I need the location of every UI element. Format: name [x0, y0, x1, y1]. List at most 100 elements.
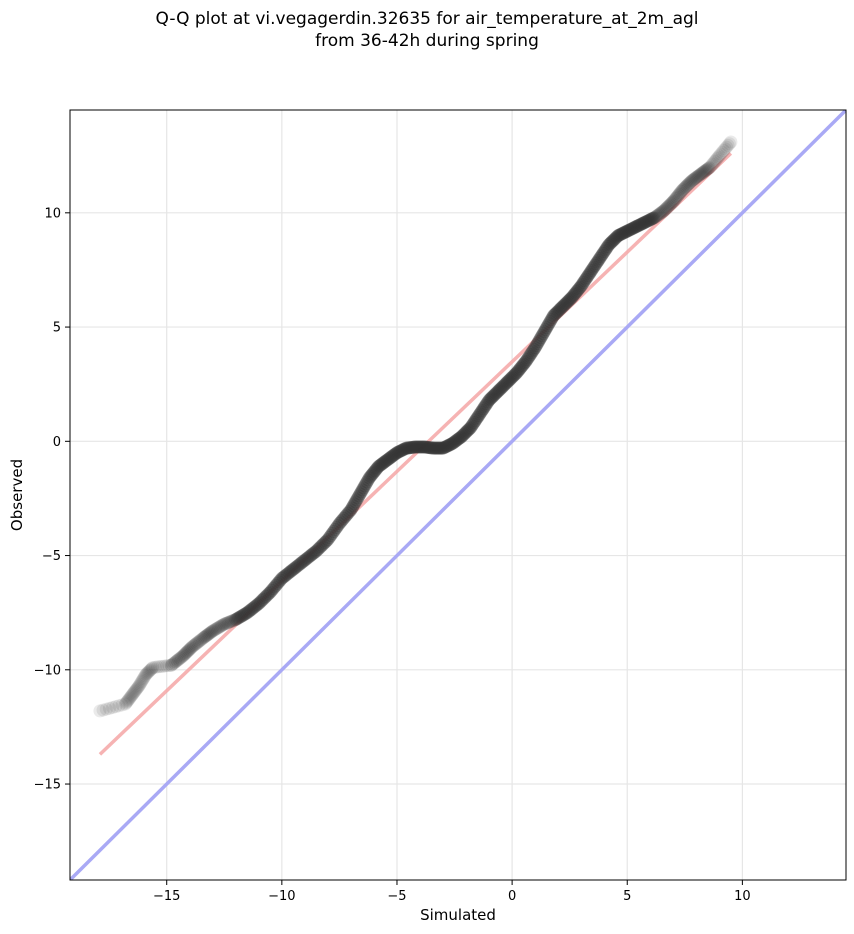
data-point — [408, 440, 422, 454]
data-point — [224, 614, 238, 628]
data-point — [358, 479, 372, 493]
data-point — [314, 540, 328, 554]
data-point — [399, 441, 413, 455]
data-point — [308, 545, 322, 559]
data-point — [479, 398, 493, 412]
data-point — [587, 260, 601, 274]
data-point — [407, 440, 421, 454]
data-point — [176, 649, 190, 663]
data-point — [544, 313, 558, 327]
data-point — [230, 612, 244, 626]
y-tick-label: −5 — [42, 549, 61, 564]
data-point — [292, 558, 306, 572]
data-point — [665, 196, 679, 210]
data-point — [586, 262, 600, 276]
data-point — [648, 210, 662, 224]
data-point — [717, 144, 731, 158]
data-point — [498, 377, 512, 391]
data-point — [302, 550, 316, 564]
data-point — [643, 213, 657, 227]
data-point — [659, 201, 673, 215]
data-point — [525, 346, 539, 360]
data-point — [640, 214, 654, 228]
data-point — [649, 210, 663, 224]
data-point — [712, 149, 726, 163]
data-point — [663, 198, 677, 212]
data-point — [135, 675, 149, 689]
data-point — [387, 448, 401, 462]
data-point — [393, 444, 407, 458]
data-point — [384, 450, 398, 464]
data-point — [507, 368, 521, 382]
data-point — [212, 621, 226, 635]
data-point — [686, 173, 700, 187]
data-point — [184, 641, 198, 655]
data-point — [352, 489, 366, 503]
data-point — [499, 376, 513, 390]
x-tick-label: −15 — [153, 889, 180, 904]
data-point — [568, 286, 582, 300]
data-point — [650, 209, 664, 223]
data-point — [710, 152, 724, 166]
data-point — [232, 611, 246, 625]
data-point — [357, 481, 371, 495]
data-point — [109, 700, 123, 714]
data-point — [178, 647, 192, 661]
data-point — [572, 282, 586, 296]
data-point — [677, 182, 691, 196]
data-point — [693, 168, 707, 182]
data-point — [411, 440, 425, 454]
data-point — [383, 451, 397, 465]
data-point — [574, 279, 588, 293]
data-point — [501, 375, 515, 389]
data-point — [528, 341, 542, 355]
data-point — [401, 441, 415, 455]
data-point — [511, 364, 525, 378]
data-point — [562, 294, 576, 308]
data-point — [449, 434, 463, 448]
data-point — [361, 473, 375, 487]
data-point — [153, 660, 167, 674]
data-point — [435, 441, 449, 455]
data-point — [324, 529, 338, 543]
data-point — [628, 220, 642, 234]
data-point — [351, 491, 365, 505]
data-point — [131, 680, 145, 694]
data-point — [699, 164, 713, 178]
data-point — [145, 661, 159, 675]
data-point — [398, 442, 412, 456]
data-point — [122, 692, 136, 706]
data-point — [687, 172, 701, 186]
data-point — [347, 497, 361, 511]
data-point — [559, 296, 573, 310]
data-point — [566, 289, 580, 303]
data-point — [644, 212, 658, 226]
data-point — [585, 264, 599, 278]
data-point — [541, 319, 555, 333]
data-point — [467, 415, 481, 429]
data-point — [136, 673, 150, 687]
data-point — [388, 447, 402, 461]
data-point — [146, 661, 160, 675]
data-point — [625, 222, 639, 236]
data-point — [192, 634, 206, 648]
data-point — [319, 534, 333, 548]
data-point — [177, 648, 191, 662]
data-point — [285, 563, 299, 577]
data-point — [603, 237, 617, 251]
data-point — [137, 670, 151, 684]
data-point — [203, 626, 217, 640]
data-point — [265, 583, 279, 597]
data-point — [172, 653, 186, 667]
data-point — [436, 441, 450, 455]
data-point — [494, 382, 508, 396]
data-point — [102, 701, 116, 715]
data-point — [259, 589, 273, 603]
data-point — [255, 594, 269, 608]
x-tick-label: 0 — [508, 889, 516, 904]
data-point — [307, 546, 321, 560]
data-point — [182, 643, 196, 657]
data-point — [427, 441, 441, 455]
data-point — [164, 658, 178, 672]
